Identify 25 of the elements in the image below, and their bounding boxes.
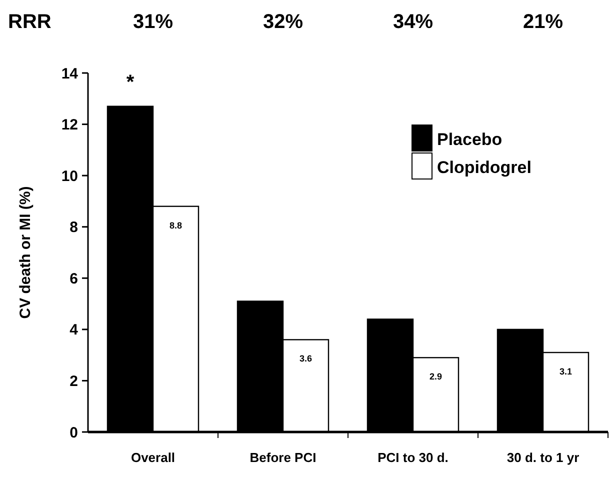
data-label: 3.6 bbox=[299, 354, 312, 364]
y-tick-label: 14 bbox=[61, 65, 79, 82]
annotation: * bbox=[126, 71, 134, 94]
data-label: 2.9 bbox=[429, 372, 442, 382]
text: 34% bbox=[392, 11, 434, 33]
data-label: 8.8 bbox=[169, 220, 182, 230]
legend-label: Clopidogrel bbox=[437, 158, 532, 177]
text: 31% bbox=[132, 11, 174, 33]
x-tick-label: 30 d. to 1 yr bbox=[506, 450, 580, 465]
x-tick-label: Overall bbox=[130, 450, 176, 465]
x-tick-label: PCI to 30 d. bbox=[378, 450, 448, 465]
legend-label: Placebo bbox=[437, 130, 502, 149]
y-axis-title: CV death or MI (%) bbox=[17, 186, 34, 319]
y-tick-label: 8 bbox=[70, 219, 78, 236]
y-tick-label: 0 bbox=[70, 424, 78, 442]
data-label: 3.1 bbox=[559, 366, 572, 377]
y-tick-label: 4 bbox=[70, 322, 79, 339]
y-tick-label: 10 bbox=[61, 168, 78, 185]
y-tick-label: 12 bbox=[61, 116, 78, 134]
x-tick-label: Before PCI bbox=[250, 450, 316, 465]
text: 21% bbox=[522, 11, 564, 33]
y-tick-label: 2 bbox=[70, 372, 78, 390]
text: RRR bbox=[8, 11, 52, 33]
y-tick-label: 6 bbox=[70, 270, 78, 288]
text: 32% bbox=[262, 11, 304, 33]
